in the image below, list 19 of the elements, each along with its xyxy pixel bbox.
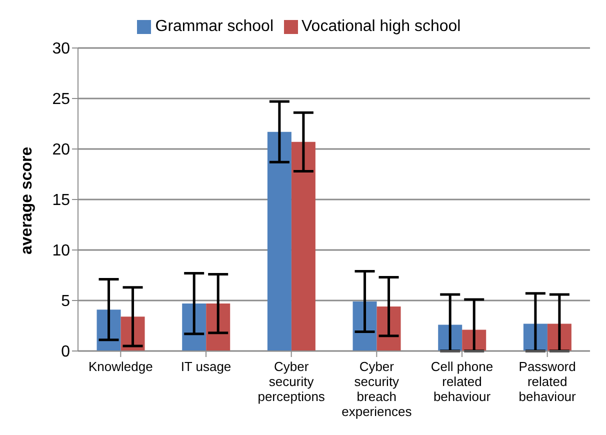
- y-tick-label: 30: [52, 40, 70, 58]
- bar: [267, 132, 292, 351]
- x-tick-label: Cyber security breach experiences: [342, 359, 412, 419]
- x-tick-label: Password related behaviour: [518, 359, 577, 404]
- bar: [291, 142, 316, 351]
- y-tick-label: 25: [52, 91, 70, 108]
- bar: [352, 302, 377, 351]
- y-tick-label: 5: [61, 293, 70, 310]
- y-tick-label: 20: [52, 142, 70, 159]
- y-tick-label: 10: [52, 242, 70, 260]
- y-axis-title: average score: [18, 146, 36, 254]
- legend-label: Vocational high school: [302, 18, 461, 35]
- legend-label: Grammar school: [155, 18, 274, 35]
- x-tick-label: Cell phone related behaviour: [430, 359, 494, 404]
- x-tick-label: Cyber security perceptions: [258, 359, 326, 404]
- y-tick-label: 0: [61, 344, 70, 361]
- x-tick-label: Knowledge: [88, 359, 153, 374]
- y-tick-label: 15: [52, 192, 70, 210]
- x-tick-label: IT usage: [180, 359, 232, 374]
